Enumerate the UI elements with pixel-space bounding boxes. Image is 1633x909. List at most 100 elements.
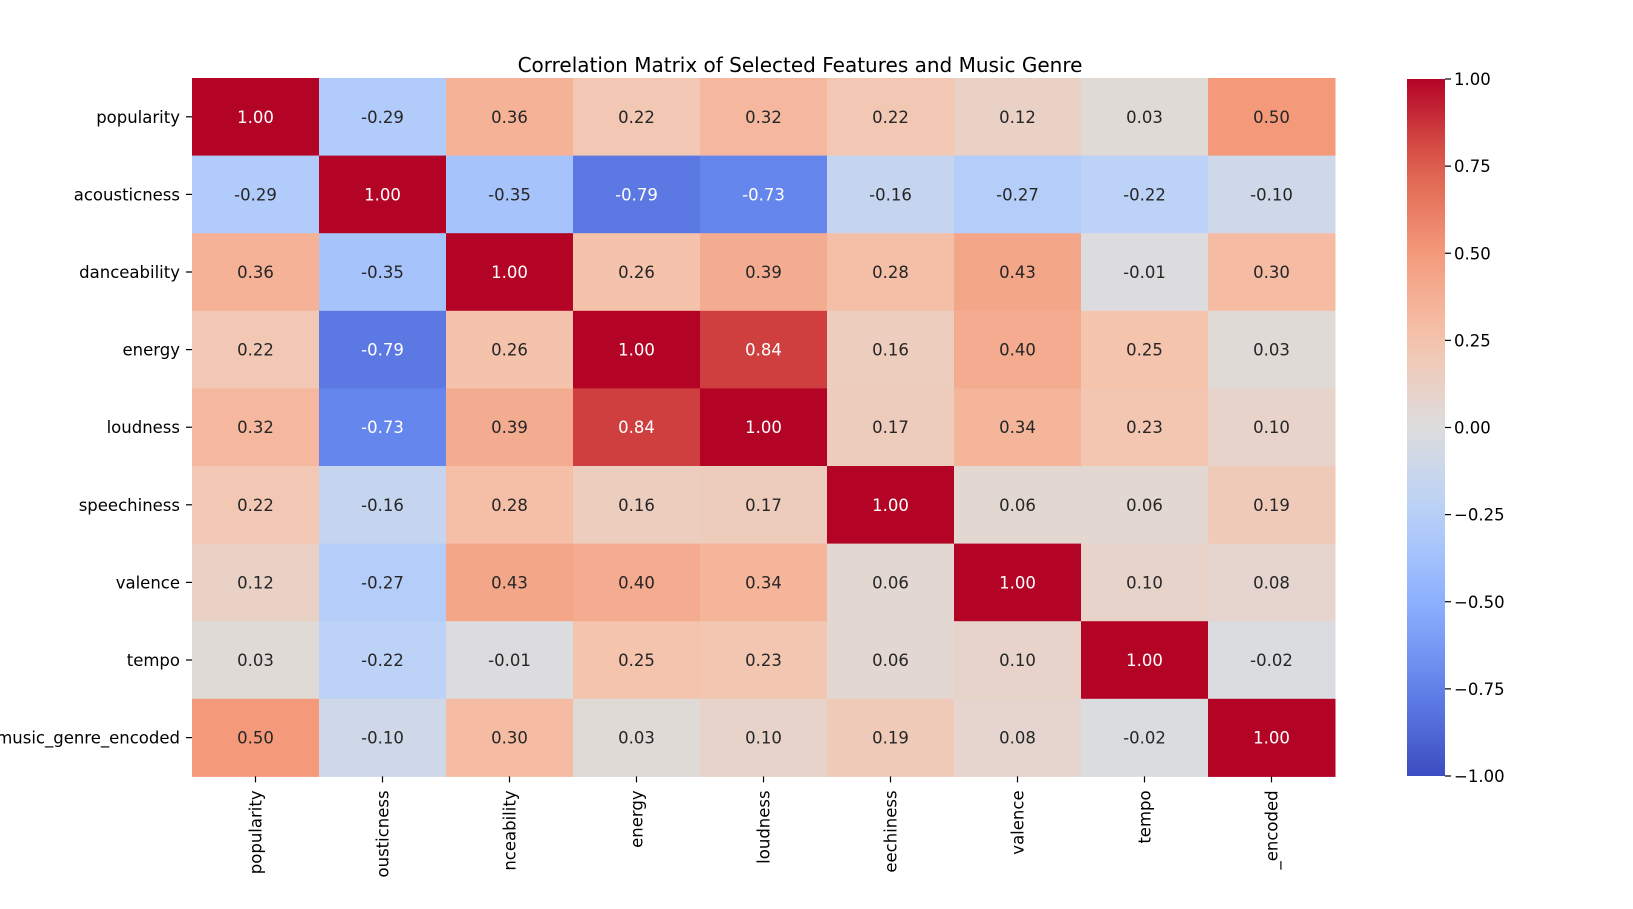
heatmap-cell <box>192 78 320 157</box>
cell-annotation: -0.35 <box>361 263 404 282</box>
heatmap-cell <box>192 155 320 234</box>
heatmap-cell <box>954 78 1082 157</box>
cell-annotation: 0.06 <box>1126 496 1163 515</box>
cell-annotation: 0.32 <box>237 418 274 437</box>
cell-annotation: 0.28 <box>491 496 528 515</box>
cell-annotation: -0.02 <box>1250 651 1293 670</box>
cell-annotation: 0.16 <box>618 496 655 515</box>
cell-annotation: -0.29 <box>361 108 404 127</box>
heatmap-cell <box>1081 698 1209 777</box>
heatmap-cell <box>827 233 955 312</box>
cell-annotation: -0.16 <box>361 496 404 515</box>
heatmap-cell <box>1081 155 1209 234</box>
heatmap-cell <box>446 233 574 312</box>
heatmap-cell <box>954 543 1082 622</box>
cell-annotation: 0.40 <box>999 341 1036 360</box>
cell-annotation: 0.03 <box>237 651 274 670</box>
heatmap-cell <box>446 78 574 157</box>
cell-annotation: 0.12 <box>999 108 1036 127</box>
heatmap-cell <box>446 388 574 467</box>
heatmap-cell <box>827 78 955 157</box>
heatmap-cell <box>446 621 574 700</box>
x-tick-label: energy <box>628 790 647 848</box>
cell-annotation: 0.84 <box>618 418 655 437</box>
cell-annotation: 0.03 <box>1253 341 1290 360</box>
heatmap-cell <box>573 388 701 467</box>
cell-annotation: 0.25 <box>618 651 655 670</box>
cell-annotation: 0.10 <box>1126 573 1163 592</box>
cell-annotation: 0.30 <box>491 729 528 748</box>
colorbar-tick-label: −0.75 <box>1454 680 1505 699</box>
heatmap-cell <box>1081 621 1209 700</box>
cell-annotation: 0.19 <box>1253 496 1290 515</box>
cell-annotation: -0.16 <box>869 185 912 204</box>
heatmap-cell <box>192 466 320 545</box>
y-tick-label: danceability <box>79 263 180 282</box>
heatmap-cell <box>827 310 955 389</box>
heatmap-cell <box>700 310 828 389</box>
cell-annotation: 0.32 <box>745 108 782 127</box>
heatmap-cell <box>954 466 1082 545</box>
heatmap-cell <box>446 698 574 777</box>
colorbar-tick-label: 0.00 <box>1454 419 1491 438</box>
heatmap-cell <box>573 621 701 700</box>
heatmap-cell <box>319 543 447 622</box>
heatmap-cell <box>1081 310 1209 389</box>
cell-annotation: 0.26 <box>491 341 528 360</box>
heatmap-cell <box>700 466 828 545</box>
heatmap-cell <box>573 543 701 622</box>
heatmap-cell <box>319 310 447 389</box>
cell-annotation: 0.50 <box>237 729 274 748</box>
cell-annotation: 1.00 <box>745 418 782 437</box>
colorbar-tick-label: −0.50 <box>1454 593 1505 612</box>
cell-annotation: 0.22 <box>872 108 909 127</box>
cell-annotation: -0.79 <box>615 185 658 204</box>
cell-annotation: 0.10 <box>1253 418 1290 437</box>
cell-annotation: 0.08 <box>1253 573 1290 592</box>
y-tick-label: valence <box>116 573 180 592</box>
heatmap-cell <box>827 621 955 700</box>
colorbar-tick-label: 0.75 <box>1454 157 1491 176</box>
heatmap-cell <box>954 233 1082 312</box>
heatmap-cell <box>827 466 955 545</box>
heatmap-cell <box>446 155 574 234</box>
cell-annotation: -0.79 <box>361 341 404 360</box>
cell-annotation: 0.36 <box>491 108 528 127</box>
y-tick-label: loudness <box>107 418 180 437</box>
x-tick-label: _encoded <box>1263 790 1283 870</box>
heatmap-cell <box>573 233 701 312</box>
cell-annotation: 0.39 <box>491 418 528 437</box>
cell-annotation: 0.43 <box>999 263 1036 282</box>
cell-annotation: 0.23 <box>745 651 782 670</box>
cell-annotation: 0.17 <box>872 418 909 437</box>
heatmap-cell <box>700 233 828 312</box>
heatmap-cell <box>192 233 320 312</box>
heatmap-cell <box>700 698 828 777</box>
heatmap-cell <box>573 78 701 157</box>
cell-annotation: 1.00 <box>999 573 1036 592</box>
colorbar-tick-label: 0.50 <box>1454 244 1491 263</box>
heatmap-cell <box>1208 233 1336 312</box>
x-tick-label: ousticness <box>374 790 393 877</box>
x-tick-label: eechiness <box>882 790 901 872</box>
cell-annotation: -0.35 <box>488 185 531 204</box>
cell-annotation: 0.22 <box>618 108 655 127</box>
cell-annotation: 0.03 <box>1126 108 1163 127</box>
heatmap-cell <box>192 621 320 700</box>
heatmap-cell <box>319 388 447 467</box>
x-tick-label: tempo <box>1136 790 1155 843</box>
y-tick-label: energy <box>123 341 181 360</box>
heatmap-cell <box>1208 155 1336 234</box>
heatmap-cell <box>1081 543 1209 622</box>
x-axis: popularity ousticness nceability energy loud… <box>247 776 1283 877</box>
heatmap-cell <box>319 698 447 777</box>
x-tick-label: popularity <box>247 790 266 874</box>
cell-annotation: 1.00 <box>491 263 528 282</box>
cell-annotation: 0.50 <box>1253 108 1290 127</box>
cell-annotation: -0.22 <box>361 651 404 670</box>
heatmap-cell <box>192 543 320 622</box>
heatmap-cell <box>1081 78 1209 157</box>
heatmap-cell <box>319 621 447 700</box>
cell-annotation: 1.00 <box>1126 651 1163 670</box>
